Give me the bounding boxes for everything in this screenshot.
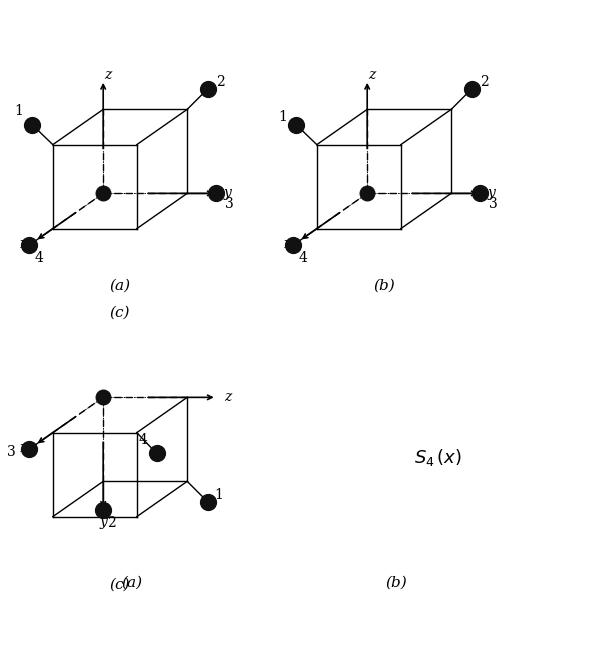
Text: 4: 4 [139, 434, 148, 447]
Point [475, 188, 485, 198]
Point [289, 240, 298, 250]
Text: 1: 1 [14, 105, 23, 118]
Point [98, 188, 108, 198]
Point [27, 120, 37, 130]
Point [25, 240, 34, 250]
Text: z: z [104, 68, 112, 82]
Text: (c): (c) [110, 306, 130, 320]
Text: (a): (a) [109, 279, 131, 293]
Text: 4: 4 [34, 252, 43, 265]
Point [25, 444, 34, 454]
Text: x: x [284, 237, 292, 251]
Text: $S_4\,(x)$: $S_4\,(x)$ [414, 447, 462, 467]
Text: z: z [224, 391, 231, 404]
Point [291, 120, 301, 130]
Point [211, 188, 221, 198]
Point [203, 497, 212, 507]
Text: 1: 1 [214, 488, 223, 502]
Point [362, 188, 372, 198]
Point [203, 84, 212, 94]
Text: 4: 4 [298, 252, 307, 265]
Text: (b): (b) [385, 576, 407, 590]
Text: 1: 1 [278, 111, 287, 124]
Text: 2: 2 [481, 75, 489, 89]
Text: (c): (c) [110, 577, 130, 592]
Text: 3: 3 [489, 197, 497, 211]
Text: y: y [99, 515, 107, 528]
Text: z: z [368, 68, 376, 82]
Text: 3: 3 [225, 197, 233, 211]
Text: x: x [20, 441, 28, 455]
Text: y: y [223, 187, 232, 200]
Text: 2: 2 [107, 516, 116, 530]
Text: y: y [487, 187, 496, 200]
Text: 2: 2 [217, 75, 225, 89]
Text: x: x [20, 237, 28, 251]
Text: (a): (a) [121, 576, 143, 590]
Point [98, 392, 108, 402]
Point [98, 505, 108, 515]
Point [467, 84, 476, 94]
Text: 3: 3 [7, 445, 16, 459]
Text: (b): (b) [373, 279, 395, 293]
Point [152, 448, 161, 459]
